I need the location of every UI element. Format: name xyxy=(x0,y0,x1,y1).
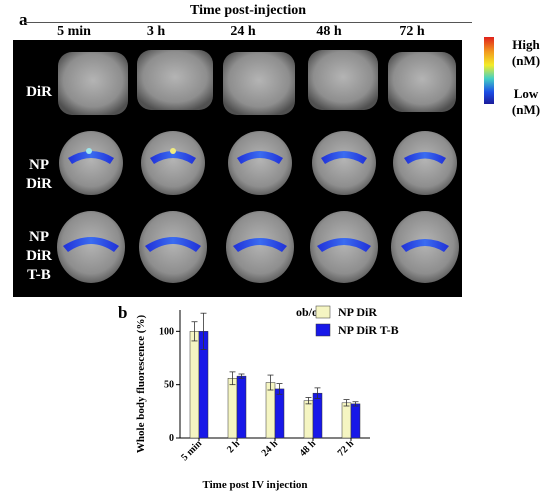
header-rule xyxy=(24,22,472,23)
fluorescence-signal xyxy=(150,151,196,164)
mouse-image xyxy=(137,50,213,110)
time-header: Time post-injection xyxy=(190,3,307,18)
column-label: 72 h xyxy=(399,24,425,39)
mouse-image xyxy=(388,52,456,112)
x-tick-label: 5 min xyxy=(179,438,204,463)
x-axis-title: Time post IV injection xyxy=(202,479,307,491)
bar xyxy=(189,331,200,439)
x-tick-label: 72 h xyxy=(336,438,357,459)
colorbar xyxy=(484,37,494,104)
mouse-image xyxy=(58,52,128,115)
bar xyxy=(312,392,323,439)
bar xyxy=(227,378,238,439)
panel-b-label: b xyxy=(118,303,128,322)
mouse-image xyxy=(141,131,205,195)
bar xyxy=(265,382,276,439)
bar xyxy=(303,400,314,439)
fluorescence-signal xyxy=(145,237,201,252)
mouse-image xyxy=(228,131,292,195)
imaging-panel: DiR NP DiR NP DiR T-B xyxy=(13,40,462,297)
mouse-image xyxy=(310,211,378,283)
mouse-image-row-dir xyxy=(58,50,456,115)
y-axis-title: Whole body fluorescence (%) xyxy=(135,315,147,454)
bar xyxy=(350,403,361,439)
row-label: NP DiR T-B xyxy=(26,229,52,283)
x-tick-label: 48 h xyxy=(298,438,319,459)
mouse-image xyxy=(226,211,294,283)
column-label: 3 h xyxy=(146,24,166,39)
fluorescence-signal xyxy=(237,151,283,164)
mouse-image-row-np-dir xyxy=(59,131,457,195)
mouse-image xyxy=(223,52,295,115)
legend-swatch xyxy=(315,305,331,319)
bar-chart: 0 50 100 Whole body fluorescence (%) 5 min 2 … xyxy=(135,305,399,491)
row-label: NP DiR xyxy=(26,157,52,192)
column-label: 24 h xyxy=(230,24,256,39)
y-tick-label: 100 xyxy=(159,326,174,337)
x-tick-label: 24 h xyxy=(260,438,281,459)
row-label: DiR xyxy=(26,84,52,100)
fluorescence-signal xyxy=(321,151,367,164)
fluorescence-signal xyxy=(68,151,114,164)
column-label: 5 min xyxy=(57,24,91,39)
y-tick-label: 50 xyxy=(164,380,174,391)
mouse-image xyxy=(308,50,378,110)
colorbar-low-label: Low (nM) xyxy=(511,86,541,117)
mouse-image xyxy=(57,211,125,283)
fluorescence-signal xyxy=(63,237,119,252)
legend-label: NP DiR T-B xyxy=(338,323,399,337)
fluorescence-signal xyxy=(233,238,287,252)
legend-swatch xyxy=(315,323,331,337)
fluorescence-signal xyxy=(404,152,446,164)
mouse-image xyxy=(391,211,459,283)
mouse-images xyxy=(57,50,459,283)
fluorescence-signal xyxy=(317,238,371,252)
legend-label: NP DiR xyxy=(338,305,377,319)
mouse-image-row-np-dir-t-b xyxy=(57,211,459,283)
bar xyxy=(274,388,285,439)
mouse-image xyxy=(393,131,457,195)
fluorescence-signal xyxy=(401,239,449,252)
bar xyxy=(236,375,247,439)
colorbar-high-label: High (nM) xyxy=(511,37,541,68)
panel-a-label: a xyxy=(19,10,28,29)
bar xyxy=(341,402,352,439)
mouse-image xyxy=(59,131,123,195)
mouse-image xyxy=(139,211,207,283)
y-tick-label: 0 xyxy=(169,433,174,444)
x-tick-label: 2 h xyxy=(225,438,242,455)
column-label: 48 h xyxy=(316,24,342,39)
mouse-image xyxy=(312,131,376,195)
